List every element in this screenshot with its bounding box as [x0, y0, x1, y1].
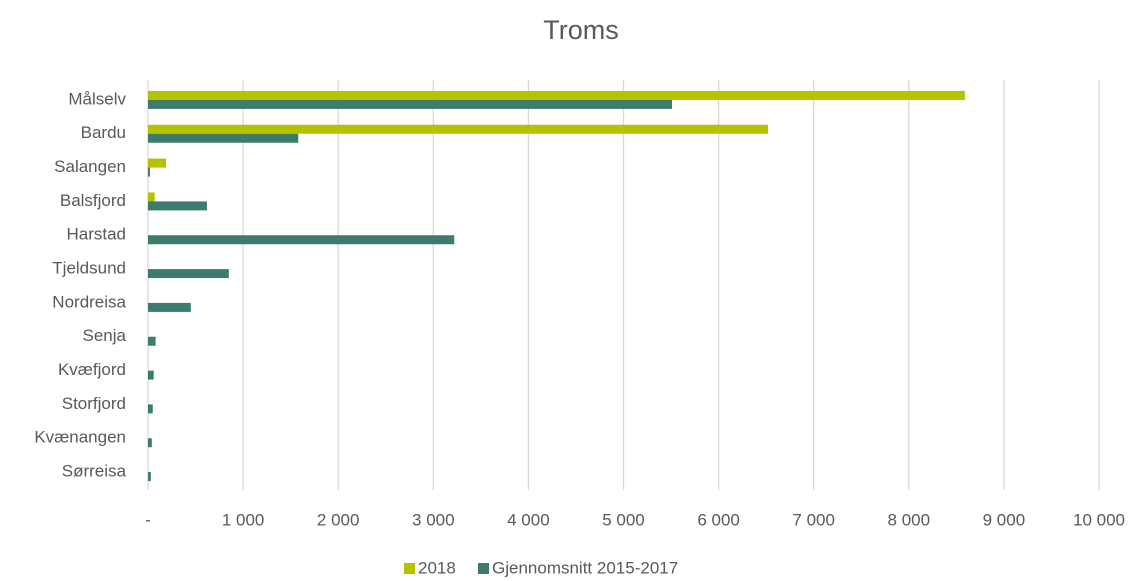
bar [148, 269, 229, 279]
legend-label: 2018 [418, 558, 456, 577]
y-tick-label: Tjeldsund [52, 259, 126, 278]
bar [148, 472, 151, 482]
bar [148, 235, 455, 245]
y-tick-label: Nordreisa [52, 292, 126, 311]
x-tick-label: 3 000 [412, 510, 455, 529]
bar [148, 192, 155, 202]
x-tick-label: 6 000 [697, 510, 740, 529]
y-tick-label: Harstad [66, 225, 126, 244]
chart-title: Troms [543, 15, 619, 45]
bar [148, 370, 154, 380]
x-tick-label: 7 000 [792, 510, 835, 529]
y-tick-label: Storfjord [62, 394, 126, 413]
bar [148, 99, 673, 109]
bar [148, 124, 769, 134]
bar [148, 336, 156, 346]
y-tick-label: Senja [83, 326, 127, 345]
bar [148, 438, 152, 448]
y-tick-label: Kvæfjord [58, 360, 126, 379]
y-tick-label: Salangen [54, 157, 126, 176]
legend-label: Gjennomsnitt 2015-2017 [492, 558, 678, 577]
bar [148, 167, 150, 177]
bar [148, 158, 167, 168]
bar [148, 90, 965, 100]
bar [148, 404, 153, 414]
bar [148, 133, 299, 143]
y-tick-label: Balsfjord [60, 191, 126, 210]
x-tick-label: 10 000 [1073, 510, 1125, 529]
x-tick-label: 4 000 [507, 510, 550, 529]
y-tick-label: Kvænangen [34, 428, 126, 447]
x-tick-label: 8 000 [888, 510, 931, 529]
legend-swatch [478, 563, 489, 574]
x-tick-label: 9 000 [983, 510, 1026, 529]
bar [148, 201, 207, 211]
x-tick-label: 5 000 [602, 510, 645, 529]
x-tick-label: - [145, 510, 151, 529]
x-tick-label: 1 000 [222, 510, 265, 529]
y-tick-label: Målselv [68, 89, 126, 108]
y-tick-label: Sørreisa [62, 462, 127, 481]
legend-swatch [404, 563, 415, 574]
bar [148, 302, 191, 312]
x-tick-label: 2 000 [317, 510, 360, 529]
y-tick-label: Bardu [81, 123, 126, 142]
